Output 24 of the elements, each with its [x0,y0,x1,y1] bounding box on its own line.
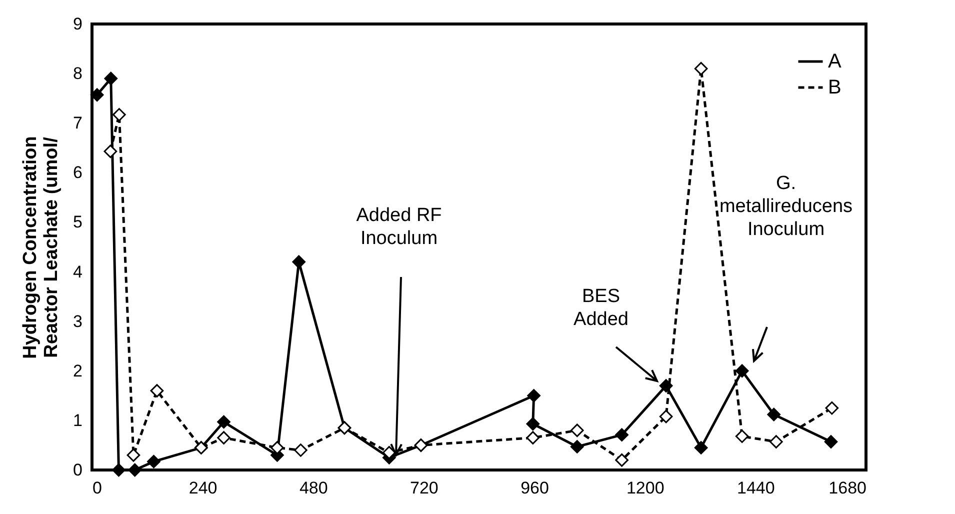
y-tick-label: 0 [73,460,82,480]
annotation: Added RF Inoculum [356,205,442,249]
legend-label: B [828,76,842,98]
x-tick-label: 720 [410,478,438,498]
x-tick-label: 240 [188,478,218,498]
y-tick-label: 3 [73,312,82,331]
x-tick-label: 1680 [828,478,866,498]
x-tick-label: 0 [92,478,102,498]
y-axis-title: Hydrogen Concentration Reactor Leachate (umol/ [20,136,62,359]
x-tick-label: 1200 [626,478,664,498]
legend-label: A [828,50,842,72]
annotation: G. metallireducens Inoculum [719,173,853,240]
annotation: BES Added [574,286,628,330]
y-tick-label: 8 [73,64,82,84]
y-tick-label: 2 [73,361,82,380]
y-tick-label: 1 [73,410,82,430]
y-tick-label: 7 [73,114,82,133]
x-tick-label: 1440 [737,478,775,498]
y-tick-label: 5 [73,212,82,232]
x-tick-label: 480 [299,478,328,498]
y-tick-label: 4 [73,262,82,282]
x-tick-label: 960 [520,478,549,498]
y-tick-label: 9 [73,14,82,34]
y-tick-label: 6 [73,163,82,182]
